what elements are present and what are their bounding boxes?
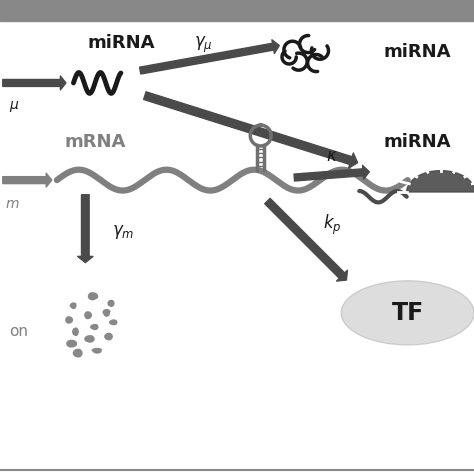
- Text: miRNA: miRNA: [384, 133, 451, 151]
- Text: on: on: [9, 324, 28, 339]
- Polygon shape: [73, 349, 82, 357]
- Text: $m$: $m$: [5, 197, 19, 211]
- Polygon shape: [107, 300, 115, 307]
- Polygon shape: [407, 171, 474, 192]
- Polygon shape: [84, 311, 92, 319]
- Polygon shape: [91, 348, 102, 354]
- Polygon shape: [66, 340, 77, 347]
- Polygon shape: [109, 319, 118, 325]
- Text: miRNA: miRNA: [87, 34, 155, 52]
- Text: $\gamma_\mu$: $\gamma_\mu$: [194, 35, 213, 55]
- Bar: [0, 0, 474, 21]
- Text: $\mu$: $\mu$: [9, 99, 19, 114]
- Polygon shape: [88, 292, 98, 301]
- Polygon shape: [72, 328, 79, 336]
- Polygon shape: [102, 309, 111, 317]
- Polygon shape: [70, 302, 77, 309]
- Polygon shape: [84, 335, 95, 343]
- Ellipse shape: [341, 281, 474, 345]
- Text: TF: TF: [392, 301, 424, 325]
- Text: miRNA: miRNA: [384, 43, 451, 61]
- Text: $k_p$: $k_p$: [323, 213, 341, 237]
- Polygon shape: [104, 333, 113, 340]
- Text: $\gamma_m$: $\gamma_m$: [112, 223, 135, 241]
- Text: $\kappa$: $\kappa$: [326, 147, 337, 165]
- Polygon shape: [65, 316, 73, 324]
- Text: mRNA: mRNA: [64, 133, 126, 151]
- Polygon shape: [90, 324, 99, 330]
